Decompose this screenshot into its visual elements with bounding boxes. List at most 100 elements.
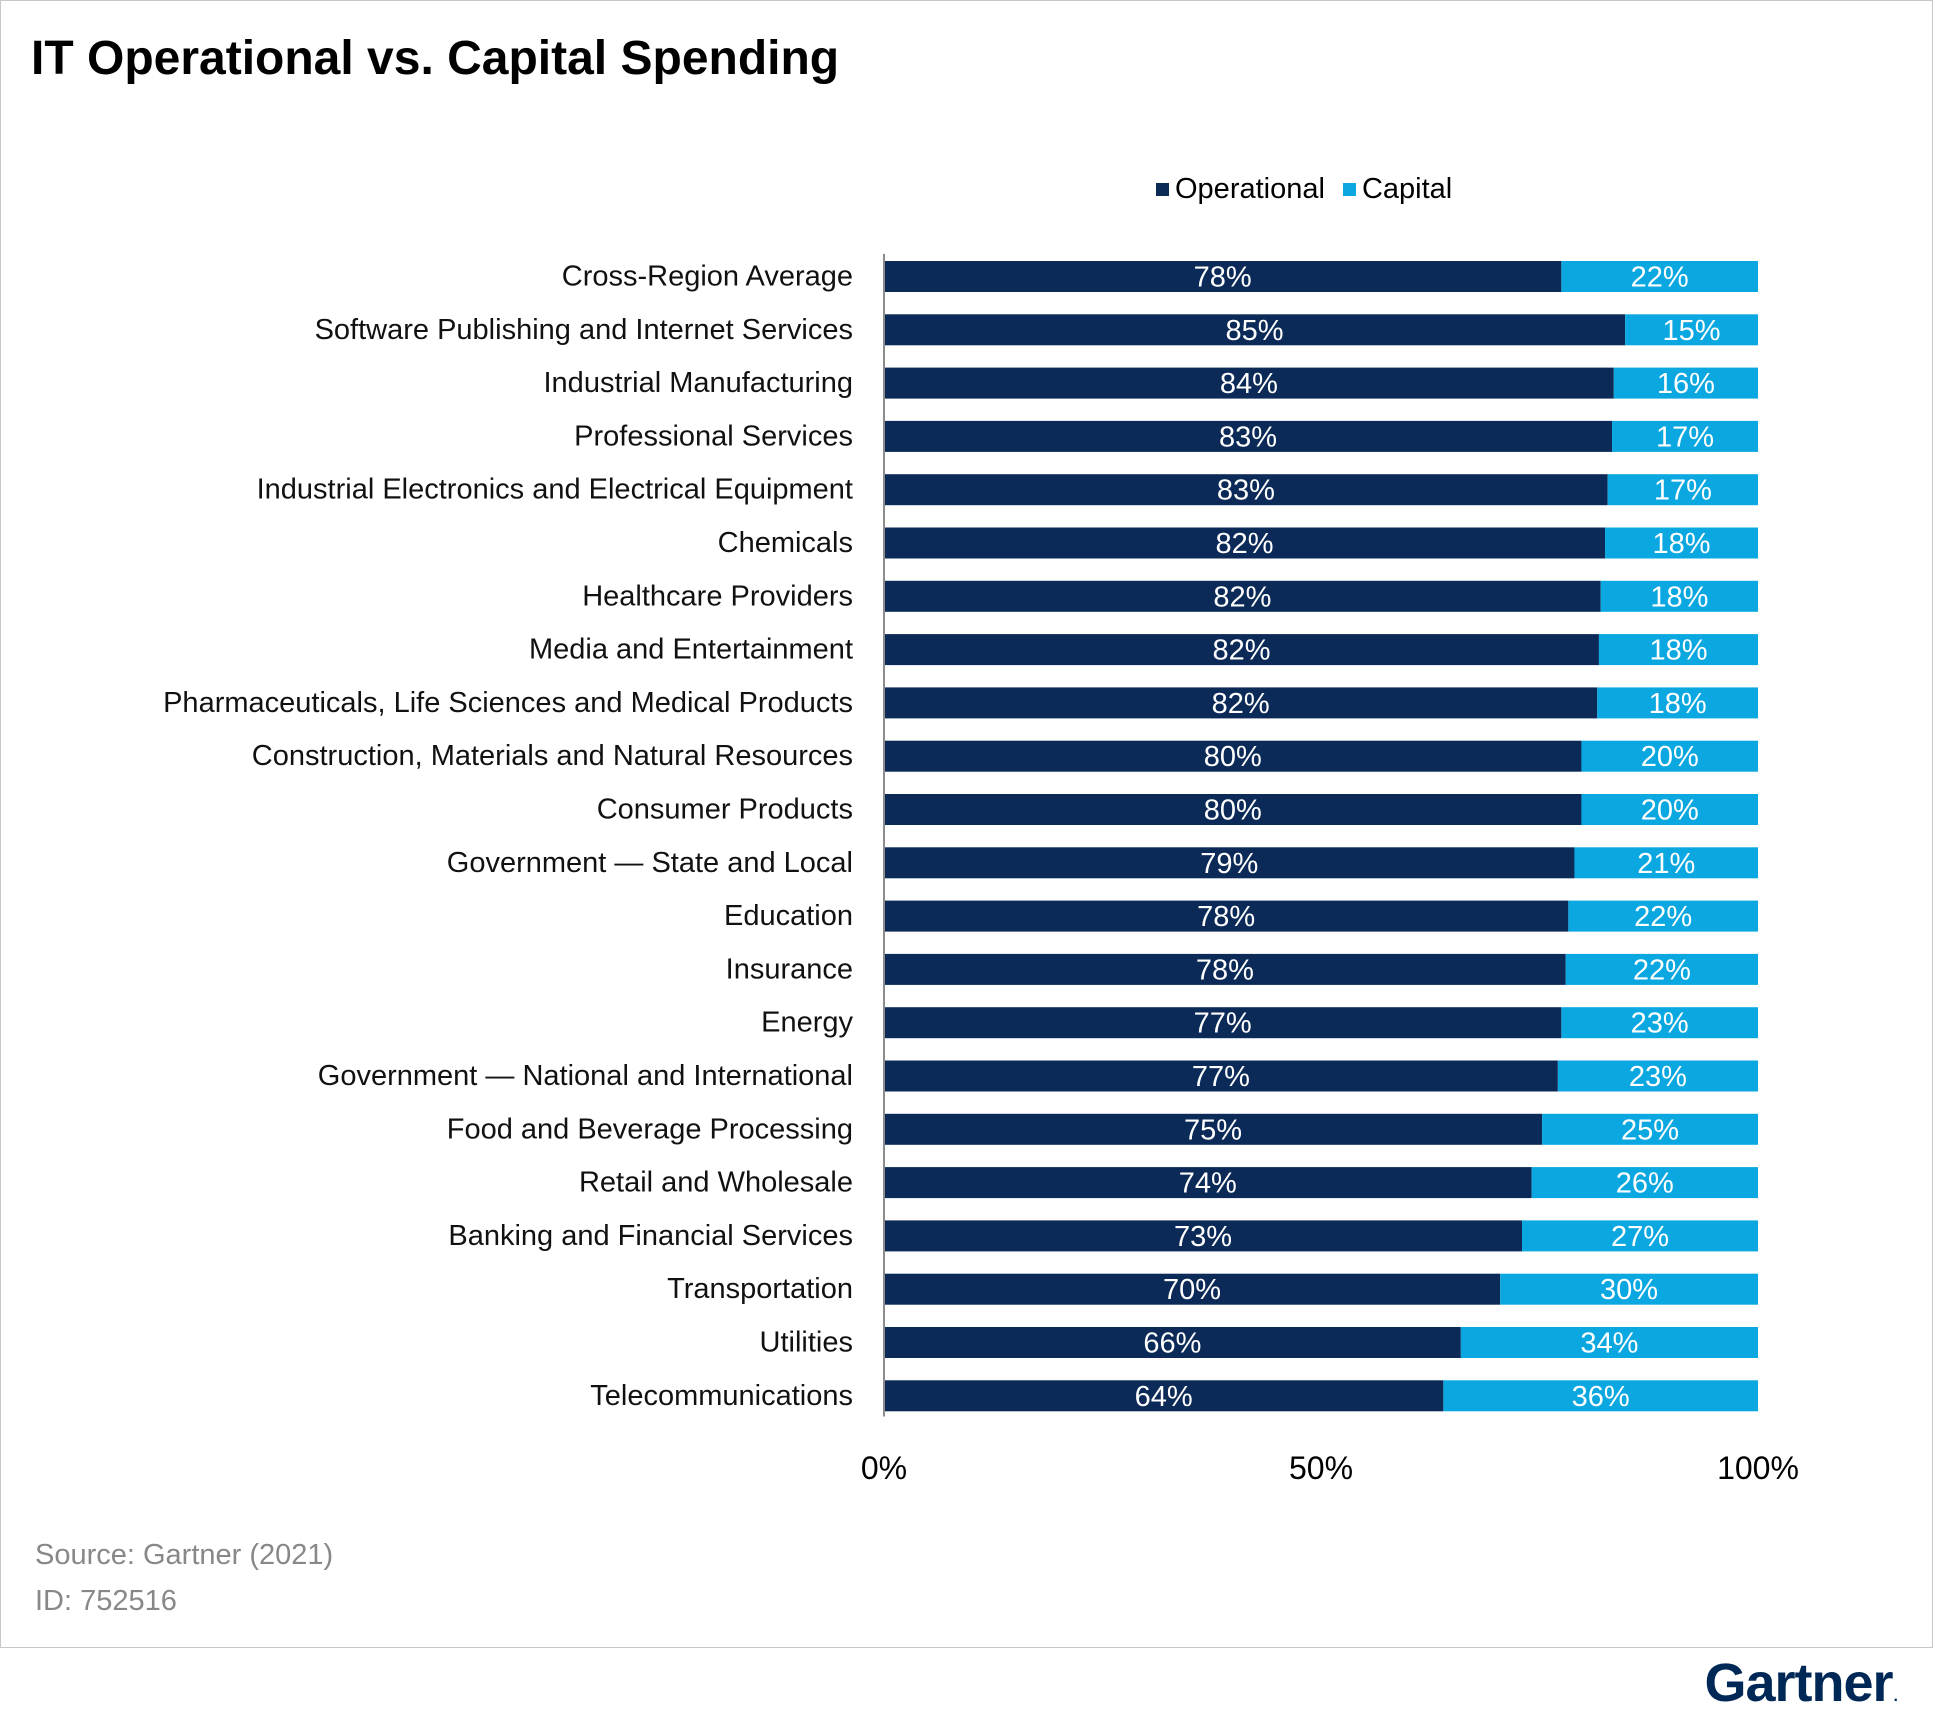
category-label: Government — National and International — [318, 1060, 853, 1092]
bar-capital — [1607, 474, 1758, 506]
category-label: Construction, Materials and Natural Reso… — [252, 740, 853, 772]
data-label-capital: 22% — [1634, 901, 1692, 933]
legend-label-capital: Capital — [1361, 173, 1453, 205]
data-label-capital: 30% — [1600, 1274, 1658, 1306]
bar-operational — [884, 1380, 1444, 1412]
bar-operational — [884, 527, 1606, 559]
data-label-capital: 15% — [1663, 315, 1721, 347]
bar-capital — [1581, 794, 1758, 825]
bar-operational — [884, 740, 1582, 772]
data-label-operational: 83% — [1219, 421, 1277, 453]
bar-operational — [884, 367, 1614, 399]
bar-capital — [1605, 527, 1758, 559]
bar-operational — [884, 1060, 1558, 1092]
data-label-capital: 26% — [1616, 1168, 1674, 1200]
data-label-capital: 18% — [1650, 581, 1708, 613]
bar-capital — [1612, 420, 1758, 452]
data-label-capital: 20% — [1641, 741, 1699, 773]
data-label-capital: 22% — [1631, 262, 1689, 294]
legend-label-operational: Operational — [1175, 173, 1325, 205]
x-tick-label: 0% — [861, 1450, 907, 1486]
data-label-capital: 18% — [1649, 635, 1707, 667]
data-label-operational: 78% — [1194, 262, 1252, 294]
data-label-capital: 23% — [1631, 1008, 1689, 1040]
bar-capital — [1613, 367, 1758, 399]
bar-operational — [884, 900, 1569, 932]
data-label-capital: 17% — [1656, 421, 1714, 453]
chart-title: IT Operational vs. Capital Spending — [31, 32, 840, 85]
x-tick-label: 100% — [1717, 1450, 1799, 1486]
category-label: Healthcare Providers — [582, 580, 853, 612]
bar-capital — [1561, 1007, 1758, 1039]
legend-item-capital: Capital — [1342, 173, 1453, 206]
data-label-operational: 70% — [1163, 1274, 1221, 1306]
legend: Operational Capital — [1156, 173, 1470, 206]
bar-capital — [1522, 1220, 1758, 1252]
bar-operational — [884, 634, 1599, 666]
stacked-bar-chart: Cross-Region Average 78% 22% Software Publi… — [163, 253, 1799, 1486]
bar-operational — [884, 687, 1598, 719]
bar-operational — [884, 953, 1566, 985]
legend-swatch-operational — [1156, 183, 1169, 196]
bar-capital — [1561, 261, 1758, 292]
data-label-operational: 80% — [1204, 795, 1262, 827]
bar-operational — [884, 261, 1562, 292]
category-label: Telecommunications — [590, 1380, 853, 1412]
bar-capital — [1600, 580, 1758, 612]
data-label-operational: 64% — [1135, 1381, 1193, 1413]
data-label-operational: 83% — [1217, 475, 1275, 507]
source-text: Source: Gartner (2021) — [35, 1539, 334, 1571]
bar-capital — [1581, 740, 1758, 772]
bar-capital — [1568, 900, 1758, 932]
figure-id: ID: 752516 — [35, 1585, 177, 1617]
gartner-logo-mark: . — [1893, 1688, 1899, 1705]
data-label-capital: 25% — [1621, 1114, 1679, 1146]
source-note: Source: Gartner (2021) ID: 752516 — [35, 1532, 333, 1624]
category-label: Energy — [761, 1007, 853, 1039]
data-label-capital: 21% — [1637, 848, 1695, 880]
bar-capital — [1574, 847, 1758, 879]
category-label: Government — State and Local — [447, 847, 853, 879]
bar-operational — [884, 847, 1575, 879]
bar-operational — [884, 1273, 1501, 1305]
bar-operational — [884, 1327, 1461, 1358]
data-label-operational: 73% — [1174, 1221, 1232, 1253]
data-label-operational: 75% — [1184, 1114, 1242, 1146]
data-label-capital: 23% — [1629, 1061, 1687, 1093]
legend-swatch-capital — [1342, 183, 1356, 196]
category-label: Software Publishing and Internet Service… — [315, 314, 853, 346]
gartner-logo: Gartner. — [1704, 1652, 1899, 1714]
chart-frame: IT Operational vs. Capital Spending Oper… — [0, 0, 1933, 1648]
data-label-operational: 84% — [1220, 368, 1278, 400]
data-label-capital: 36% — [1572, 1381, 1630, 1413]
bar-operational — [884, 1007, 1562, 1039]
data-label-capital: 17% — [1654, 475, 1712, 507]
category-label: Retail and Wholesale — [579, 1167, 853, 1199]
data-label-capital: 27% — [1611, 1221, 1669, 1253]
bar-capital — [1565, 953, 1758, 985]
bar-operational — [884, 1220, 1523, 1252]
data-label-operational: 78% — [1197, 901, 1255, 933]
bar-operational — [884, 794, 1582, 825]
bar-capital — [1598, 634, 1758, 666]
data-label-operational: 77% — [1192, 1061, 1250, 1093]
bar-operational — [884, 314, 1626, 346]
data-label-operational: 66% — [1143, 1328, 1201, 1360]
bar-capital — [1460, 1327, 1758, 1358]
data-label-operational: 77% — [1194, 1008, 1252, 1040]
bar-operational — [884, 580, 1601, 612]
data-label-operational: 82% — [1212, 688, 1270, 720]
category-label: Chemicals — [718, 527, 853, 559]
category-label: Banking and Financial Services — [448, 1220, 853, 1252]
data-label-capital: 16% — [1657, 368, 1715, 400]
bar-operational — [884, 1167, 1532, 1199]
data-label-capital: 22% — [1633, 954, 1691, 986]
category-label: Food and Beverage Processing — [447, 1113, 853, 1145]
bar-capital — [1597, 687, 1758, 719]
data-label-operational: 82% — [1212, 635, 1270, 667]
gartner-logo-text: Gartner — [1704, 1653, 1893, 1713]
category-label: Industrial Electronics and Electrical Eq… — [257, 474, 853, 506]
bar-capital — [1531, 1167, 1758, 1199]
data-label-operational: 82% — [1213, 581, 1271, 613]
category-label: Professional Services — [574, 420, 853, 452]
